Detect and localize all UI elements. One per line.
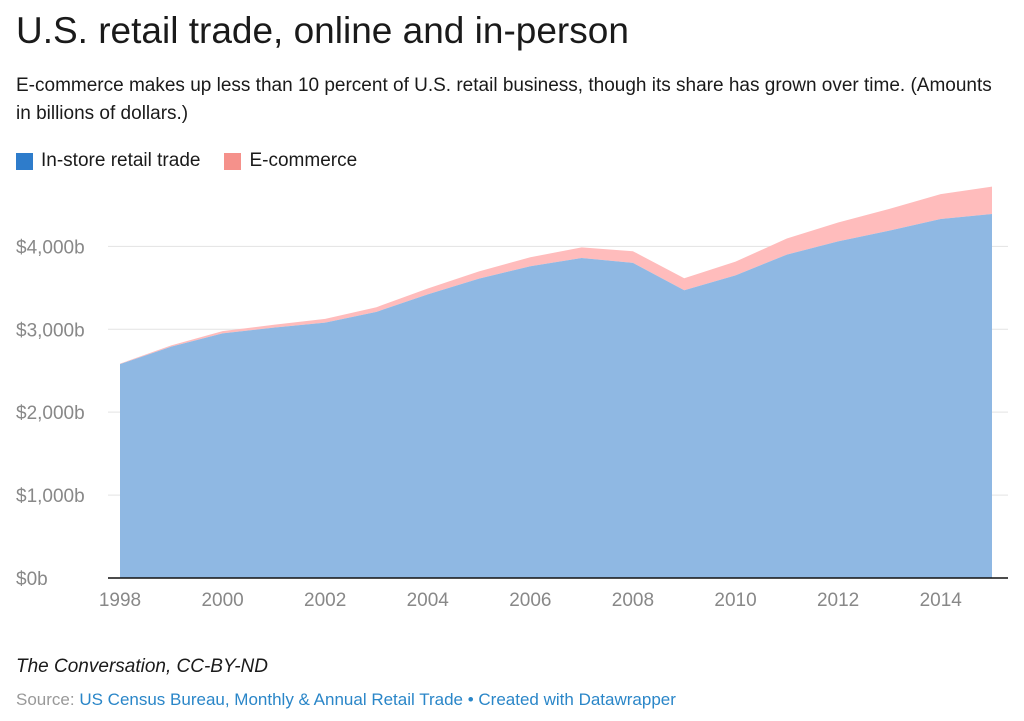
source-separator: • (467, 690, 474, 709)
x-tick-label: 2004 (407, 590, 450, 611)
x-tick-label: 2006 (509, 590, 551, 611)
credit-line: The Conversation, CC-BY-ND (16, 656, 269, 677)
legend: In-store retail trade E-commerce (16, 150, 381, 172)
x-tick-label: 2002 (304, 590, 346, 611)
y-tick-label: $3,000b (16, 320, 85, 341)
source-label: Source: (16, 690, 75, 709)
y-tick-label: $4,000b (16, 237, 85, 258)
legend-label-instore: In-store retail trade (41, 150, 201, 171)
area-ecommerce (120, 186, 992, 365)
chart-subtitle: E-commerce makes up less than 10 percent… (16, 75, 992, 124)
x-tick-label: 2012 (817, 590, 859, 611)
legend-swatch-instore (16, 152, 33, 170)
y-tick-label: $0b (16, 569, 48, 590)
x-tick-label: 2014 (920, 590, 963, 611)
chart-title: U.S. retail trade, online and in-person (16, 10, 629, 51)
tick-labels: $0b $1,000b $2,000b $3,000b $4,000b 1998 2000 2… (16, 237, 962, 611)
y-tick-label: $1,000b (16, 486, 85, 507)
legend-item-ecommerce: E-commerce (224, 150, 357, 172)
source-line: Source: US Census Bureau, Monthly & Annu… (16, 690, 676, 710)
x-tick-label: 2000 (201, 590, 243, 611)
area-chart: $0b $1,000b $2,000b $3,000b $4,000b 1998 2000 2… (16, 186, 1008, 611)
x-tick-label: 1998 (99, 590, 141, 611)
area-instore-retail (120, 213, 992, 578)
legend-label-ecommerce: E-commerce (249, 150, 358, 171)
datawrapper-link[interactable]: Created with Datawrapper (478, 690, 676, 709)
x-tick-label: 2008 (612, 590, 654, 611)
areas (120, 186, 992, 578)
y-tick-label: $2,000b (16, 403, 85, 424)
source-link[interactable]: US Census Bureau, Monthly & Annual Retai… (79, 690, 463, 709)
legend-item-instore: In-store retail trade (16, 150, 200, 172)
x-tick-label: 2010 (714, 590, 756, 611)
legend-swatch-ecommerce (224, 152, 242, 170)
